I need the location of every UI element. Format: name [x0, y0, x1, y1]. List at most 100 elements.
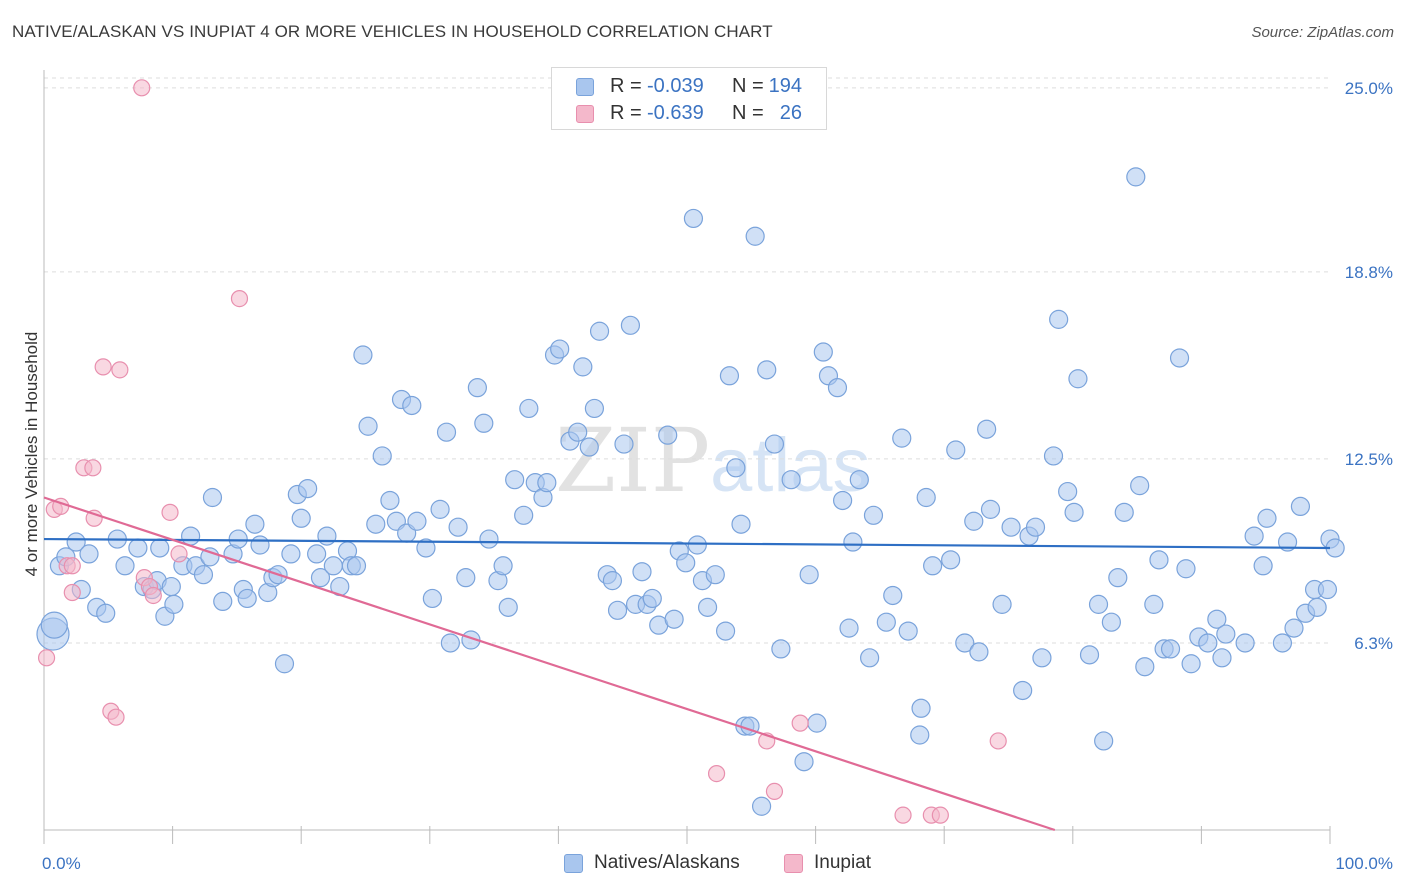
point-natives — [807, 713, 827, 733]
point-natives — [291, 508, 311, 528]
point-natives — [687, 535, 707, 555]
point-natives — [602, 571, 623, 591]
y-axis-label: 4 or more Vehicles in Household — [22, 332, 41, 577]
r-label: R = — [610, 102, 642, 124]
point-natives — [676, 553, 696, 573]
point-natives — [719, 366, 740, 386]
trend-line-natives — [43, 537, 1331, 550]
point-natives — [1317, 579, 1338, 600]
y-tick-label: 18.8% — [1345, 263, 1393, 282]
x-tick-label: 0.0% — [42, 854, 81, 873]
point-inupiat — [170, 545, 188, 563]
n-value: 194 — [768, 75, 802, 97]
point-inupiat — [133, 79, 151, 97]
trend-line-inupiat — [43, 496, 1056, 832]
point-natives — [1212, 648, 1232, 668]
point-natives — [323, 556, 343, 576]
point-natives — [128, 538, 148, 558]
y-tick-label: 12.5% — [1345, 450, 1393, 469]
point-natives — [1025, 517, 1046, 537]
point-natives — [1144, 594, 1164, 614]
point-natives — [228, 529, 248, 549]
point-natives — [402, 395, 422, 416]
point-inupiat — [161, 503, 179, 521]
point-natives — [771, 639, 791, 659]
point-inupiat — [707, 764, 726, 783]
point-natives — [589, 321, 610, 341]
point-natives — [1272, 633, 1293, 653]
series-natives-alaskans — [36, 167, 1345, 816]
point-natives — [1013, 680, 1033, 701]
point-natives — [1307, 597, 1327, 617]
legend-swatch-pink — [576, 105, 594, 123]
legend-swatch-blue — [576, 78, 594, 96]
point-natives — [781, 470, 801, 490]
watermark: ZIP atlas — [555, 409, 871, 512]
point-natives — [456, 568, 476, 588]
point-natives — [839, 618, 859, 638]
point-natives — [977, 419, 997, 439]
point-natives — [164, 594, 184, 614]
point-natives — [813, 342, 833, 362]
point-natives — [1176, 559, 1196, 579]
point-inupiat — [37, 649, 56, 667]
point-natives — [519, 398, 539, 419]
point-inupiat — [765, 782, 784, 801]
point-natives — [1126, 167, 1146, 187]
point-natives — [751, 796, 772, 816]
point-natives — [863, 505, 884, 525]
point-inupiat — [931, 806, 949, 824]
point-natives — [731, 514, 751, 534]
point-natives — [827, 378, 848, 398]
point-natives — [550, 339, 570, 359]
point-natives — [1257, 508, 1277, 528]
legend-label: Natives/Alaskans — [594, 852, 740, 873]
point-natives — [1253, 556, 1273, 576]
point-natives — [1088, 594, 1109, 614]
r-value: -0.039 — [647, 75, 704, 97]
point-inupiat — [230, 289, 249, 308]
n-label: N = — [732, 75, 764, 97]
point-natives — [1135, 657, 1155, 677]
point-inupiat — [107, 708, 125, 726]
point-natives — [498, 597, 518, 617]
point-natives — [705, 565, 725, 585]
point-natives — [430, 499, 450, 519]
point-inupiat — [111, 361, 129, 379]
point-natives — [941, 550, 961, 570]
point-natives — [799, 565, 819, 585]
legend-label: Inupiat — [814, 852, 872, 873]
point-natives — [1114, 502, 1134, 522]
point-inupiat — [791, 714, 809, 732]
point-natives — [883, 585, 903, 606]
point-natives — [96, 603, 116, 623]
axes — [43, 70, 1331, 844]
point-natives — [346, 556, 367, 576]
point-inupiat — [63, 583, 81, 602]
point-natives — [1169, 348, 1190, 368]
point-natives — [1130, 476, 1150, 496]
series-inupiat — [37, 79, 1007, 824]
point-natives — [422, 588, 442, 609]
y-tick-label: 25.0% — [1345, 79, 1393, 98]
point-natives — [745, 226, 765, 246]
series-legend: Natives/Alaskans Inupiat — [0, 851, 1406, 877]
point-natives — [202, 487, 223, 508]
point-natives — [40, 611, 68, 639]
point-natives — [683, 208, 704, 229]
point-natives — [969, 642, 989, 662]
point-natives — [193, 565, 214, 585]
source-credit: Source: ZipAtlas.com — [1251, 24, 1394, 41]
point-natives — [632, 562, 652, 582]
point-natives — [358, 416, 378, 436]
point-natives — [514, 505, 534, 525]
point-natives — [1244, 526, 1264, 546]
point-inupiat — [144, 586, 162, 605]
point-natives — [213, 591, 233, 612]
point-natives — [726, 458, 746, 478]
n-label: N = — [732, 102, 764, 124]
point-natives — [281, 544, 301, 564]
point-natives — [607, 600, 628, 620]
point-natives — [298, 478, 318, 499]
